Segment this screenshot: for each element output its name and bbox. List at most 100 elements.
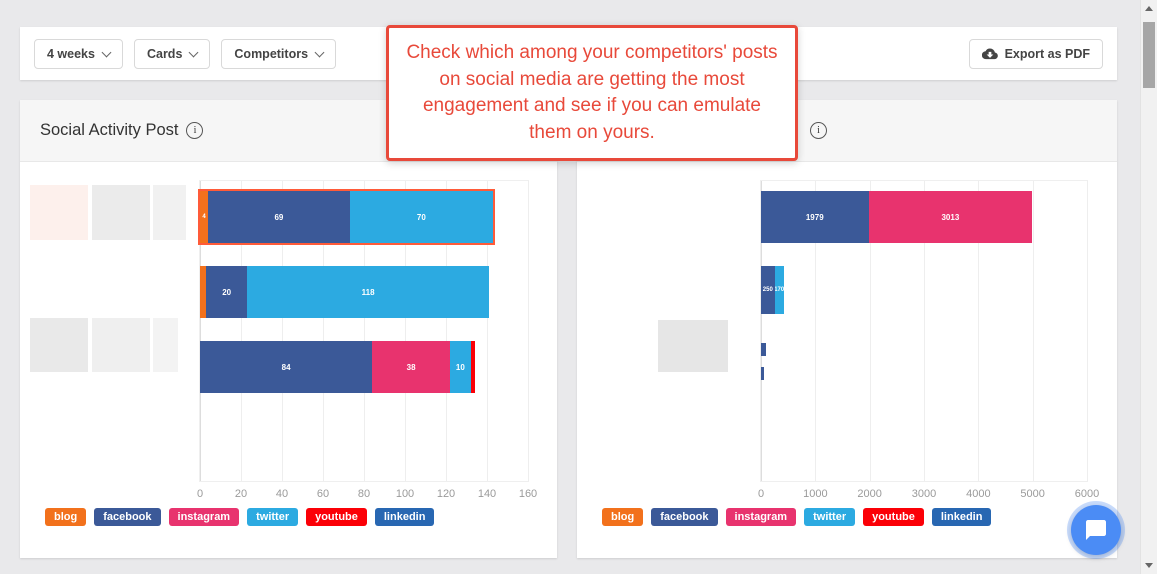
chevron-down-icon	[101, 47, 112, 57]
scroll-up-icon[interactable]	[1145, 6, 1153, 11]
competitors-dropdown[interactable]: Competitors	[221, 38, 337, 69]
redacted-label	[153, 318, 178, 372]
legend-instagram[interactable]: instagram	[168, 508, 240, 526]
legend-twitter[interactable]: twitter	[804, 508, 856, 526]
gridline	[761, 181, 762, 481]
legend-facebook[interactable]: facebook	[94, 508, 161, 526]
redacted-label	[30, 185, 88, 240]
legend-instagram[interactable]: instagram	[725, 508, 797, 526]
export-pdf-button[interactable]: Export as PDF	[968, 38, 1103, 69]
x-tick-label: 140	[477, 488, 497, 500]
social-activity-post-card: Social Activity Post i blog facebook insta…	[20, 100, 557, 558]
redacted-label	[92, 185, 150, 240]
x-tick-label: 0	[757, 488, 765, 500]
gridline	[364, 181, 365, 481]
chat-bubble-icon	[1086, 520, 1106, 540]
bar-row	[761, 343, 766, 356]
chart-legend: blog facebook instagram twitter youtube linke…	[602, 508, 992, 526]
social-engagement-card: i blog facebook instagram twitter youtube lin…	[577, 100, 1117, 558]
bar-segment-twitter[interactable]: 118	[247, 266, 490, 318]
gridline	[446, 181, 447, 481]
scrollbar-thumb[interactable]	[1143, 22, 1155, 88]
legend-linkedin[interactable]: linkedin	[931, 508, 992, 526]
bar-segment-facebook[interactable]: 1979	[761, 191, 869, 243]
bar-segment-facebook[interactable]: 69	[208, 191, 350, 243]
info-icon[interactable]: i	[810, 122, 827, 139]
competitors-dropdown-label: Competitors	[234, 46, 309, 61]
chevron-down-icon	[188, 47, 199, 57]
bar-segment-youtube[interactable]	[470, 341, 475, 393]
x-tick-label: 2000	[857, 488, 882, 500]
period-dropdown-label: 4 weeks	[47, 46, 95, 61]
legend-blog[interactable]: blog	[45, 508, 87, 526]
bar-segment-facebook[interactable]	[761, 367, 765, 380]
x-tick-label: 40	[275, 488, 289, 500]
gridline	[405, 181, 406, 481]
x-tick-label: 20	[234, 488, 248, 500]
x-tick-label: 100	[395, 488, 415, 500]
coachmark-tooltip: Check which among your competitors' post…	[386, 25, 798, 162]
coachmark-text: Check which among your competitors' post…	[406, 42, 778, 143]
redacted-label	[658, 320, 728, 372]
bar-segment-blog[interactable]	[200, 266, 207, 318]
redacted-label	[92, 318, 150, 372]
legend-linkedin[interactable]: linkedin	[374, 508, 435, 526]
gridline	[200, 181, 201, 481]
bar-segment-instagram[interactable]: 3013	[868, 191, 1033, 243]
redacted-label	[30, 318, 88, 372]
card-title: Social Activity Post	[40, 121, 179, 139]
gridline	[869, 181, 871, 481]
legend-youtube[interactable]: youtube	[306, 508, 367, 526]
legend-twitter[interactable]: twitter	[247, 508, 299, 526]
bar-segment-facebook[interactable]: 250	[761, 266, 775, 314]
bar-segment-twitter[interactable]: 10	[450, 341, 471, 393]
x-tick-label: 0	[196, 488, 204, 500]
legend-youtube[interactable]: youtube	[863, 508, 924, 526]
bar-segment-facebook[interactable]	[761, 343, 766, 356]
info-icon[interactable]: i	[186, 122, 204, 139]
x-tick-label: 120	[436, 488, 456, 500]
legend-blog[interactable]: blog	[602, 508, 644, 526]
redacted-label	[153, 185, 186, 240]
bar-row	[761, 367, 765, 380]
scrollbar[interactable]	[1140, 0, 1157, 574]
x-tick-label: 80	[357, 488, 371, 500]
chat-widget-button[interactable]	[1071, 505, 1121, 555]
gridline	[241, 181, 242, 481]
chart-legend: blog facebook instagram twitter youtube linke…	[45, 508, 435, 526]
x-tick-label: 5000	[1020, 488, 1045, 500]
x-tick-label: 3000	[911, 488, 937, 500]
chart-plot: 0 1000 2000 3000 4000 5000 6000 1979 3013 250 170	[758, 180, 1099, 500]
bar-row: 84 38 10	[200, 341, 475, 393]
x-tick-label: 6000	[1074, 488, 1100, 500]
period-dropdown[interactable]: 4 weeks	[34, 38, 123, 69]
chart-plot: 0 20 40 60 80 100 120 140 160 4 69 70 20 118 84 38 10	[197, 180, 537, 500]
bar-segment-twitter[interactable]: 170	[774, 266, 784, 314]
bar-segment-blog[interactable]: 4	[200, 191, 209, 243]
gridline	[815, 181, 817, 481]
bar-segment-facebook[interactable]: 84	[200, 341, 373, 393]
x-tick-label: 4000	[966, 488, 991, 500]
bar-segment-facebook[interactable]: 20	[206, 266, 248, 318]
bar-segment-twitter[interactable]: 70	[349, 191, 494, 243]
gridline	[1032, 181, 1034, 481]
legend-facebook[interactable]: facebook	[651, 508, 718, 526]
gridline	[924, 181, 925, 481]
gridline	[487, 181, 488, 481]
bar-row: 250 170	[761, 266, 784, 314]
gridline	[528, 181, 529, 481]
scroll-down-icon[interactable]	[1145, 563, 1153, 568]
bar-row: 1979 3013	[761, 191, 1033, 243]
bar-row: 20 118	[200, 266, 490, 318]
x-tick-label: 1000	[803, 488, 828, 500]
view-dropdown[interactable]: Cards	[133, 38, 211, 69]
x-tick-label: 160	[518, 488, 538, 500]
gridline	[978, 181, 980, 481]
x-tick-label: 60	[316, 488, 330, 500]
bar-segment-instagram[interactable]: 38	[372, 341, 451, 393]
gridline	[282, 181, 283, 481]
view-dropdown-label: Cards	[146, 46, 183, 61]
export-pdf-label: Export as PDF	[1004, 46, 1090, 61]
gridline	[1087, 181, 1088, 481]
